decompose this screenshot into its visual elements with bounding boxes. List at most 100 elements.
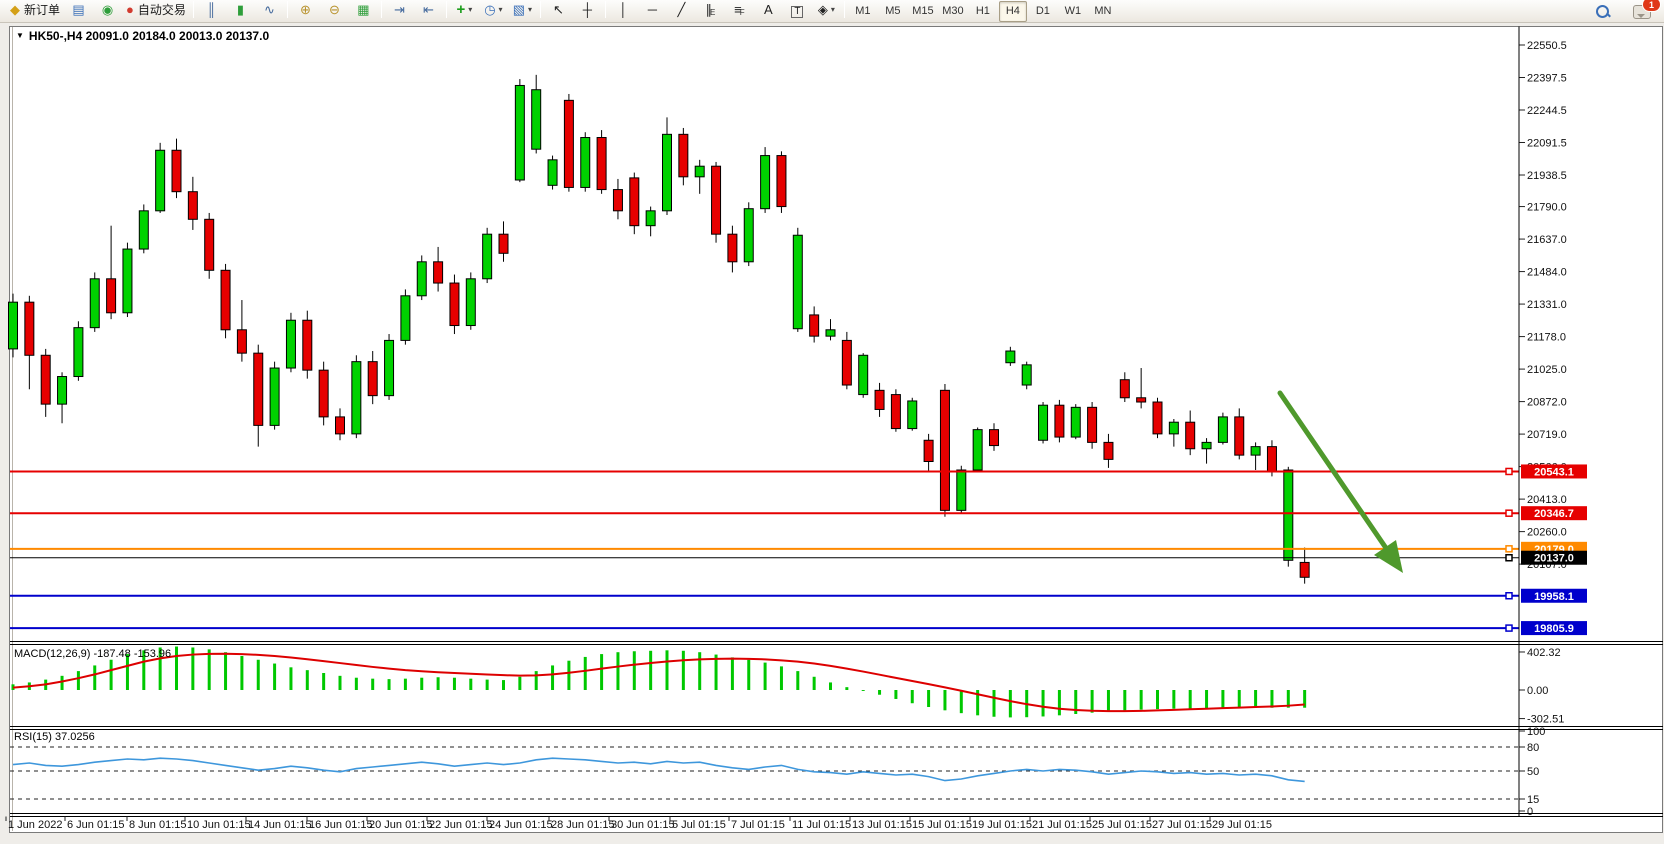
time-axis-label: 6 Jun 01:15 xyxy=(67,819,125,831)
text-icon: A xyxy=(764,2,773,18)
fibonacci-button-subscript: F xyxy=(739,8,745,18)
line-anchor-square[interactable] xyxy=(1505,545,1513,553)
timeframe-button-m15[interactable]: M15 xyxy=(912,5,934,17)
crosshair-button[interactable]: ┼ xyxy=(574,0,601,20)
time-axis-label: 8 Jun 01:15 xyxy=(129,819,187,831)
text-button[interactable]: A xyxy=(755,0,782,20)
channel-button[interactable]: ∥ E xyxy=(697,0,724,20)
new-chart-button[interactable]: ▤ xyxy=(65,0,92,20)
line-anchor-square[interactable] xyxy=(1505,553,1513,562)
timeframe-button-d1[interactable]: D1 xyxy=(1035,5,1050,17)
horizontal-line-icon: ─ xyxy=(647,2,657,18)
timeframe-button-h1[interactable]: H1 xyxy=(975,5,990,17)
candle-body-down xyxy=(449,282,460,327)
bar-chart-button[interactable]: ║ xyxy=(198,0,225,20)
notification-badge: 1 xyxy=(1642,0,1661,12)
signal-icon: ◉ xyxy=(101,2,114,18)
rsi-indicator-label: RSI(15) 37.0256 xyxy=(14,731,95,743)
cursor-icon: ↖ xyxy=(552,2,564,18)
candle-body-up xyxy=(858,354,869,396)
candle-body-up xyxy=(1201,441,1212,450)
candle-body-up xyxy=(907,400,918,430)
chevron-down-icon: ▼ xyxy=(16,31,24,40)
line-anchor-square[interactable] xyxy=(1505,467,1513,476)
toolbar-separator xyxy=(539,1,541,19)
candle-body-down xyxy=(874,389,885,410)
auto-scroll-button[interactable]: ⇥ xyxy=(386,0,413,20)
tile-windows-button[interactable]: ▦ xyxy=(350,0,377,20)
chart-shift-button[interactable]: ⇤ xyxy=(415,0,442,20)
candle-body-up xyxy=(531,89,542,150)
time-axis-label: 30 Jun 01:15 xyxy=(611,819,675,831)
candle-body-up xyxy=(1217,416,1228,443)
time-axis-label: 19 Jul 01:15 xyxy=(972,819,1032,831)
trendline-button[interactable]: ╱ xyxy=(668,0,695,20)
candle-body-down xyxy=(776,155,787,208)
time-axis-label: 7 Jul 01:15 xyxy=(731,819,785,831)
price-axis-tick-label: 21938.5 xyxy=(1527,170,1567,182)
notifications-button[interactable]: 1 xyxy=(1628,0,1661,22)
templates-button[interactable]: ▧ ▾ xyxy=(509,0,536,20)
timeframe-button-w1[interactable]: W1 xyxy=(1064,5,1082,17)
toolbar-separator xyxy=(286,1,288,19)
cursor-button[interactable]: ↖ xyxy=(545,0,572,20)
line-anchor-square[interactable] xyxy=(1505,624,1513,632)
price-chart[interactable]: 22550.5 22397.5 22244.5 22091.5 21938.5 21790… xyxy=(0,23,1664,839)
zoom-out-button[interactable]: ⊖ xyxy=(321,0,348,20)
fibonacci-button[interactable]: ≡ F xyxy=(726,0,753,20)
price-axis-tick-label: 21484.0 xyxy=(1527,267,1567,279)
toolbar-separator xyxy=(380,1,382,19)
candle-body-up xyxy=(1005,350,1016,364)
periods-button[interactable]: ◷ ▾ xyxy=(480,0,507,20)
time-axis-label: 21 Jul 01:15 xyxy=(1032,819,1092,831)
candle-body-down xyxy=(939,389,950,511)
line-anchor-square[interactable] xyxy=(1505,509,1513,517)
candle-body-down xyxy=(498,233,509,254)
trend-arrow-line[interactable] xyxy=(1277,390,1391,554)
time-axis-label: 24 Jun 01:15 xyxy=(489,819,553,831)
candle-body-up xyxy=(1283,469,1294,561)
zoom-in-button[interactable]: ⊕ xyxy=(292,0,319,20)
arrow-objects-icon: ◈ xyxy=(817,2,828,18)
time-axis-label: 11 Jul 01:15 xyxy=(792,819,851,831)
search-icon xyxy=(1596,5,1611,18)
timeframe-button-m1[interactable]: M1 xyxy=(855,5,871,17)
search-button[interactable] xyxy=(1589,1,1616,22)
vertical-line-button[interactable]: │ xyxy=(610,0,637,20)
line-chart-icon: ∿ xyxy=(263,2,275,18)
price-line-label: 19958.1 xyxy=(1534,591,1574,603)
candle-body-up xyxy=(89,278,100,329)
horizontal-line-button[interactable]: ─ xyxy=(639,0,666,20)
candle-body-up xyxy=(792,234,803,330)
new-order-button[interactable]: ◆ 新订单 xyxy=(7,0,63,20)
line-anchor-square[interactable] xyxy=(1505,592,1513,600)
toolbar-separator xyxy=(192,1,194,19)
price-line-label-box xyxy=(1521,621,1587,636)
rsi-line xyxy=(12,757,1305,783)
candle-body-down xyxy=(711,165,722,235)
timeframe-button-m30[interactable]: M30 xyxy=(942,5,964,17)
candle-body-down xyxy=(220,269,231,331)
tile-windows-icon: ▦ xyxy=(357,2,370,18)
fibonacci-icon: ≡ xyxy=(734,2,742,18)
line-chart-button[interactable]: ∿ xyxy=(256,0,283,20)
trend-arrow-head xyxy=(1374,540,1403,573)
candle-body-down xyxy=(678,133,689,178)
candlestick-button[interactable]: ▮ xyxy=(227,0,254,20)
dropdown-caret-icon: ▾ xyxy=(528,5,533,15)
text-label-button[interactable]: T xyxy=(784,2,811,23)
autotrade-button[interactable]: ● 自动交易 xyxy=(123,0,189,20)
crosshair-icon: ┼ xyxy=(582,2,592,18)
navigator-button[interactable]: ◉ xyxy=(94,0,121,20)
indicators-button[interactable]: + ▾ xyxy=(451,0,478,20)
candle-body-down xyxy=(596,137,607,191)
chart-symbol-header[interactable]: ▼ HK50-,H4 20091.0 20184.0 20013.0 20137.… xyxy=(16,29,269,43)
timeframe-button-h4[interactable]: H4 xyxy=(998,0,1027,22)
candle-body-down xyxy=(204,218,215,271)
vertical-line-icon: │ xyxy=(619,2,628,18)
price-line-label-box xyxy=(1521,506,1587,521)
timeframe-button-mn[interactable]: MN xyxy=(1094,5,1112,17)
timeframe-button-m5[interactable]: M5 xyxy=(885,5,901,17)
price-axis-tick-label: 20413.0 xyxy=(1527,494,1567,506)
arrows-button[interactable]: ◈ ▾ xyxy=(813,0,840,20)
